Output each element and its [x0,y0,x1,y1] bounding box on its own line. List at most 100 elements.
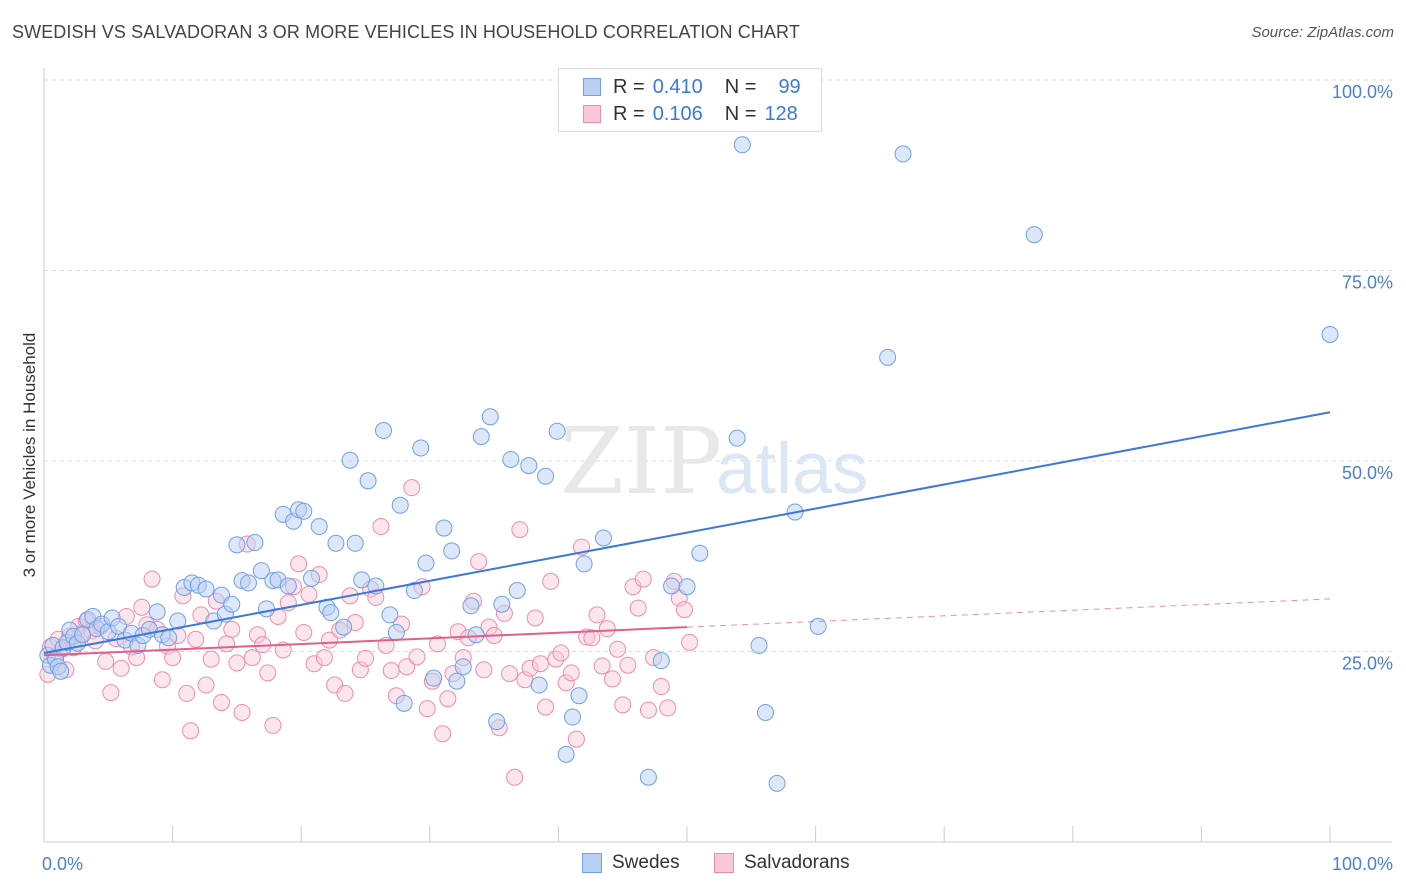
legend-item-swedes[interactable]: Swedes [582,852,680,874]
salvadorans-point [659,699,677,717]
salvadorans-point [178,684,196,702]
salvadorans-point [243,649,261,667]
legend-swatch-salvadorans [583,105,601,123]
swedes-point [557,745,575,763]
salvadorans-point [290,555,308,573]
salvadorans-point [619,656,637,674]
swedes-point [353,571,371,589]
salvadorans-point [588,606,606,624]
swedes-point [1321,326,1339,344]
swedes-point [197,580,215,598]
swedes-point [548,422,566,440]
swedes-point [570,687,588,705]
swedes-point [520,457,538,475]
salvadorans-point [629,599,647,617]
salvadorans-point [598,620,616,638]
legend-item-salvadorans[interactable]: Salvadorans [714,852,850,874]
swedes-point [728,429,746,447]
salvadorans-point [382,662,400,680]
salvadorans-point [439,690,457,708]
swedes-point [346,534,364,552]
salvadorans-point [112,659,130,677]
swedes-point [462,597,480,615]
swedes-point [467,626,485,644]
legend-r-label: R = [613,102,645,125]
swedes-point [448,672,466,690]
salvadorans-point [357,649,374,667]
y-tick-label: 100.0% [1332,82,1393,102]
swedes-point [435,519,453,537]
salvadorans-point [408,648,426,666]
swedes-point [508,582,526,600]
swedes-point [502,450,520,468]
salvadorans-point [562,664,580,682]
salvadorans-point [264,716,282,734]
salvadorans-point [182,722,200,740]
salvadorans-point [578,628,596,646]
swedes-point [322,604,340,622]
legend-n-label: N = [724,75,757,98]
swedes-point [52,662,70,680]
salvadorans-point [315,649,333,667]
salvadorans-point [212,694,230,712]
swedes-points [39,136,1339,792]
swedes-point [575,555,593,573]
swedes-point [879,348,897,366]
legend-swatch-swedes [582,853,602,873]
swedes-point [160,629,178,647]
swedes-point [733,136,751,154]
salvadorans-point [300,585,318,603]
swedes-point [295,502,313,520]
legend-n-value: 128 [764,102,798,125]
salvadorans-point [609,640,627,658]
salvadorans-point [223,620,241,638]
swedes-point [493,595,511,613]
watermark-zip: ZIP [560,408,722,515]
y-tick-label: 50.0% [1342,463,1393,483]
swedes-point [594,529,612,547]
swedes-point [310,518,328,536]
salvadorans-point [603,670,621,688]
swedes-point [481,408,499,426]
swedes-point [809,617,827,635]
legend-swatch-salvadorans [714,853,734,873]
swedes-point [488,713,506,731]
salvadorans-point [526,609,544,627]
swedes-point [663,577,681,595]
correlation-legend: R = 0.410 N = 99 R = 0.106 N = 128 [558,68,822,132]
swedes-point [443,542,461,560]
salvadorans-point [153,671,171,689]
legend-r-value: 0.410 [652,75,703,98]
legend-n-value: 99 [778,75,801,98]
salvadorans-point [233,703,251,721]
swedes-point [302,569,320,587]
salvadorans-point [398,658,416,676]
swedes-point [412,439,430,457]
salvadorans-point [187,630,205,648]
legend-row-swedes: R = 0.410 N = 99 [583,75,801,99]
swedes-point [530,676,548,694]
swedes-point [335,618,353,636]
salvadorans-point [336,684,354,702]
swedes-point [223,595,241,613]
chart-title: SWEDISH VS SALVADORAN 3 OR MORE VEHICLES… [12,22,800,42]
salvadorans-point [614,696,632,714]
salvadorans-point [197,676,215,694]
swedes-point [405,582,423,600]
swedes-point [417,554,435,572]
swedes-point [537,467,555,485]
swedes-point [327,534,345,552]
salvadorans-point [228,654,246,672]
salvadorans-point [557,674,575,692]
source-label: Source: ZipAtlas.com [1251,24,1394,41]
swedes-point [239,574,257,592]
swedes-point [74,626,92,644]
salvadorans-point [506,768,524,786]
salvadorans-point [372,518,390,536]
salvadorans-point [248,626,266,644]
salvadorans-point [218,635,236,653]
swedes-point [395,694,413,712]
swedes-point [425,669,443,687]
salvadorans-point [567,730,585,748]
salvadorans-point [511,521,529,539]
